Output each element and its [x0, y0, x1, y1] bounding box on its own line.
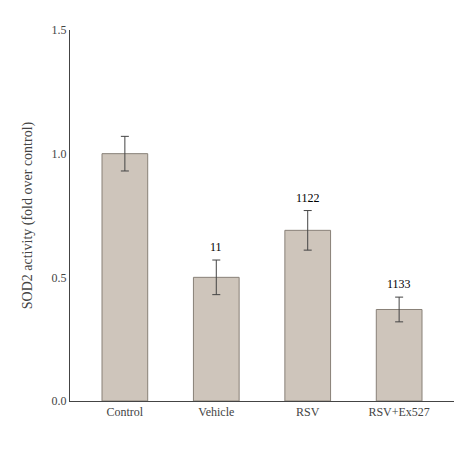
- svg-text:1.0: 1.0: [52, 147, 67, 161]
- svg-text:RSV: RSV: [296, 405, 320, 419]
- svg-text:1122: 1122: [296, 191, 320, 205]
- svg-text:11: 11: [210, 240, 222, 254]
- svg-text:Control: Control: [107, 405, 144, 419]
- svg-text:1.5: 1.5: [52, 23, 67, 37]
- svg-text:RSV+Ex527: RSV+Ex527: [368, 405, 429, 419]
- svg-text:0.0: 0.0: [52, 394, 67, 408]
- svg-text:0.5: 0.5: [52, 271, 67, 285]
- svg-text:SOD2 activity (fold over contr: SOD2 activity (fold over control): [20, 121, 36, 309]
- svg-text:Vehicle: Vehicle: [198, 405, 234, 419]
- svg-text:1133: 1133: [387, 277, 411, 291]
